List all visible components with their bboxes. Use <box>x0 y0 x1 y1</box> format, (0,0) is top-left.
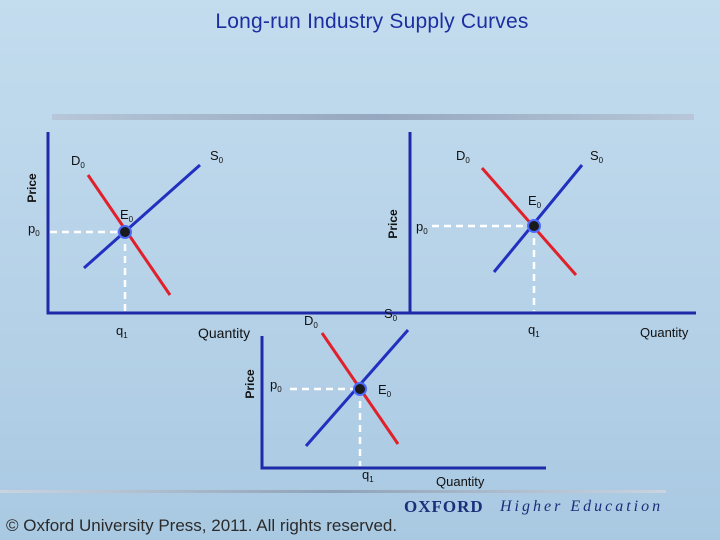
panel-2-supply-curve <box>492 164 584 273</box>
panel-2: Price Quantity D0 S0 E0 p0 q1 <box>386 132 696 340</box>
panel-1: Price Quantity D0 S0 E0 p0 q1 <box>25 132 436 341</box>
panel-1-equilibrium-label: E0 <box>120 207 134 224</box>
panel-2-equilibrium-label: E0 <box>528 193 542 210</box>
panel-2-supply-label: S0 <box>590 148 604 165</box>
panel-3-equilibrium-point <box>353 382 367 396</box>
panel-3-axes <box>260 336 546 470</box>
panel-2-price-axis-label: Price <box>386 209 400 239</box>
panel-1-price-tick: p0 <box>28 221 40 238</box>
panel-2-equilibrium-point <box>527 219 541 233</box>
panel-1-equilibrium-point <box>118 225 132 239</box>
panel-1-supply-curve <box>83 163 201 270</box>
panel-3: Price Quantity D0 S0 E0 p0 q1 <box>243 306 546 489</box>
panel-2-axes <box>408 132 696 315</box>
panel-2-price-tick: p0 <box>416 219 428 236</box>
panel-3-equilibrium-label: E0 <box>378 382 392 399</box>
panel-3-quantity-axis-label: Quantity <box>436 474 485 489</box>
panel-3-demand-label: D0 <box>304 313 318 330</box>
panel-2-quantity-axis-label: Quantity <box>640 325 689 340</box>
panel-3-quantity-tick: q1 <box>362 467 374 484</box>
oxford-logo-text: OXFORD <box>404 497 484 516</box>
panel-3-supply-label: S0 <box>384 306 398 323</box>
copyright-notice: © Oxford University Press, 2011. All rig… <box>6 516 398 535</box>
panel-1-quantity-axis-label: Quantity <box>198 325 250 341</box>
panel-1-demand-label: D0 <box>71 153 85 170</box>
panel-1-price-axis-label: Price <box>25 173 39 203</box>
higher-education-text: Higher Education <box>500 498 664 515</box>
panel-2-quantity-tick: q1 <box>528 322 540 339</box>
panel-3-price-tick: p0 <box>270 377 282 394</box>
top-divider <box>52 114 694 120</box>
panel-3-price-axis-label: Price <box>243 369 257 399</box>
panel-2-demand-label: D0 <box>456 148 470 165</box>
bottom-divider <box>0 490 666 493</box>
slide-title: Long-run Industry Supply Curves <box>215 10 529 33</box>
panel-1-supply-label: S0 <box>210 148 224 165</box>
panel-1-quantity-tick: q1 <box>116 323 128 340</box>
panel-1-axes <box>46 132 436 315</box>
